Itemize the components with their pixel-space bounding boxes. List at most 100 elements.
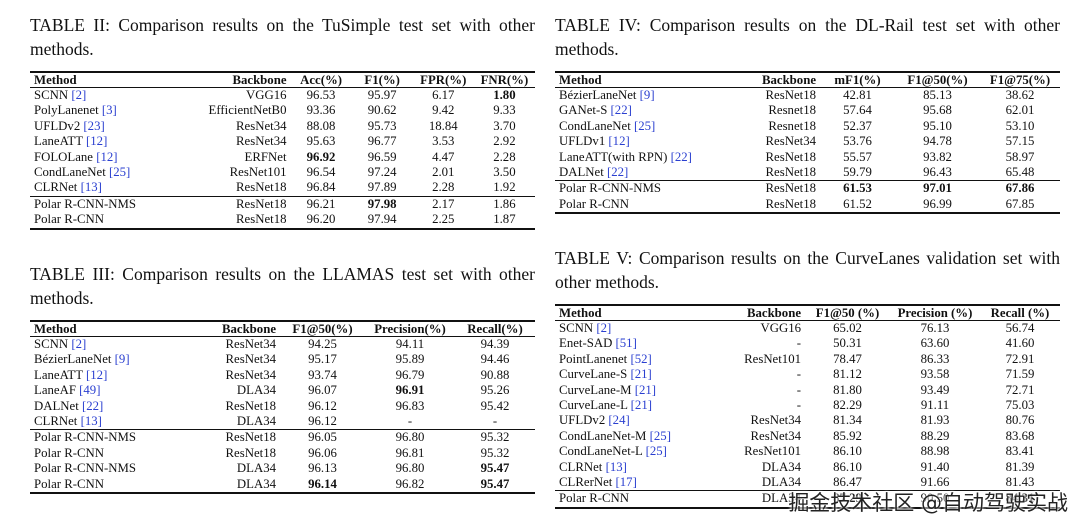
table-cell: 1.87 — [493, 212, 516, 227]
table-cell: 59.79 — [843, 165, 872, 180]
table: Method Backbone Acc(%) F1(%) FPR(%) FNR(%) SCN… — [30, 71, 535, 230]
citation: [13] — [80, 414, 102, 429]
table-cell: ResNet34 — [750, 413, 801, 428]
citation: [25] — [645, 444, 667, 459]
table-cell: 50.31 — [833, 336, 862, 351]
table-row: Polar R-CNN DLA34 87.29 90.50 84.31 — [555, 491, 1060, 508]
table-cell: ResNet18 — [236, 180, 287, 195]
table-cell: Polar R-CNN-NMS — [34, 196, 137, 211]
row-group: SCNN [2] VGG16 65.02 76.13 56.74 Enet-SAD [51… — [555, 321, 1060, 491]
table-cell: Polar R-CNN — [34, 445, 105, 460]
table-row: Polar R-CNN-NMS ResNet18 96.05 96.80 95.32 — [30, 430, 535, 446]
table: Method Backbone F1@50 (%) Precision (%) Reca… — [555, 304, 1060, 509]
table-cell: DLA34 — [761, 475, 801, 490]
header-row: Method Backbone mF1(%) F1@50(%) F1@75(%) — [555, 72, 1060, 88]
table-cell: 1.86 — [493, 196, 516, 211]
header-cell: Backbone — [221, 322, 276, 336]
table-cell: 97.94 — [367, 212, 397, 227]
table-row: LaneAF [49] DLA34 96.07 96.91 95.26 — [30, 383, 535, 398]
table-cell: 86.47 — [833, 475, 862, 490]
citation: [51] — [615, 336, 637, 351]
table-cell: - — [492, 414, 498, 429]
table-cell: 9.33 — [493, 103, 516, 118]
table-row: DALNet [22] ResNet18 96.12 96.83 95.42 — [30, 399, 535, 414]
table-cell: 72.71 — [1005, 382, 1035, 397]
table-cell: 96.99 — [923, 196, 952, 211]
table-cell: 96.81 — [395, 445, 425, 460]
table-caption: TABLE V: Comparison results on the Curve… — [555, 248, 1060, 292]
table-cell: 76.13 — [920, 321, 950, 335]
watermark: 掘金技术社区 @自动驾驶实战 — [788, 491, 1068, 515]
table-row: CondLaneNet [25] ResNet101 96.54 97.24 2.01 3… — [30, 165, 535, 180]
table-cell: 61.52 — [843, 196, 872, 211]
table-cell: 61.53 — [843, 181, 872, 196]
table-cell: PointLanenet [52] — [555, 352, 705, 367]
table-cell: SCNN [2] — [555, 321, 705, 337]
row-group: SCNN [2] VGG16 96.53 95.97 6.17 1.80 PolyLanen… — [30, 88, 535, 197]
table-cell: 63.60 — [920, 336, 950, 351]
table-cell: 96.43 — [923, 165, 952, 180]
table-row: SCNN [2] VGG16 65.02 76.13 56.74 — [555, 321, 1060, 337]
method-name: BézierLaneNet — [34, 352, 112, 367]
table-row: UFLDv2 [23] ResNet34 88.08 95.73 18.84 3.70 — [30, 119, 535, 134]
table-cell: ResNet18 — [225, 430, 276, 445]
table-cell: GANet-S [22] — [555, 103, 725, 118]
table-cell: 72.91 — [1005, 351, 1035, 366]
table-cell: 94.46 — [480, 352, 510, 367]
header-cell: Recall(%) — [467, 322, 523, 336]
method-name: CurveLane-S — [559, 367, 628, 382]
method-name: PointLanenet — [559, 351, 628, 366]
table-cell: 95.68 — [923, 103, 952, 118]
table-cell: 81.39 — [1005, 459, 1035, 474]
table-cell: DALNet [22] — [555, 165, 725, 181]
table-cell: CondLaneNet [25] — [555, 119, 725, 134]
table-cell: CondLaneNet [25] — [30, 165, 180, 180]
citation: [25] — [649, 428, 671, 443]
method-name: DALNet — [34, 398, 79, 413]
table-row: CondLaneNet-L [25] ResNet101 86.10 88.98 83.… — [555, 444, 1060, 459]
table-cell: 41.60 — [1005, 336, 1035, 351]
table-row: SCNN [2] VGG16 96.53 95.97 6.17 1.80 — [30, 88, 535, 104]
table-cell: 96.12 — [308, 398, 337, 413]
table-cell: 97.98 — [367, 196, 397, 211]
table-cell: 90.50 — [920, 491, 950, 506]
citation: [13] — [605, 459, 627, 474]
citation: [21] — [634, 382, 657, 397]
table-row: Polar R-CNN ResNet18 96.20 97.94 2.25 1.87 — [30, 212, 535, 228]
table-cell: 96.79 — [395, 367, 425, 382]
table-cell: 81.43 — [1005, 475, 1035, 490]
table-cell: UFLDv1 [12] — [555, 134, 725, 149]
table-cell: CondLaneNet-M [25] — [555, 429, 705, 444]
table-cell: 96.82 — [395, 476, 425, 491]
citation: [49] — [79, 383, 101, 398]
header-cell: Precision(%) — [374, 322, 446, 336]
table-cell: ResNet101 — [744, 444, 801, 459]
method-name: UFLDv2 — [559, 413, 606, 428]
table-cell: CLRNet [13] — [30, 414, 170, 430]
table-cell: 81.80 — [833, 382, 862, 397]
table-cell: Polar R-CNN-NMS — [34, 430, 137, 445]
table: Method Backbone F1@50(%) Precision(%) Recall… — [30, 320, 535, 494]
table-cell: 96.14 — [308, 476, 337, 491]
table-cell: 96.59 — [367, 149, 397, 164]
table-cell: 96.20 — [306, 212, 336, 227]
method-name: CurveLane-M — [559, 382, 632, 397]
table-cell: 91.66 — [920, 475, 950, 490]
table-cell: 93.82 — [923, 149, 952, 164]
table-cell: ERFNet — [244, 149, 287, 164]
table-cell: ResNet18 — [765, 165, 816, 180]
table-cell: 2.17 — [432, 196, 455, 211]
header-row: Method Backbone F1@50 (%) Precision (%) Reca… — [555, 305, 1060, 321]
table-cell: 18.84 — [428, 118, 458, 133]
table-cell: 1.80 — [493, 88, 516, 102]
table-cell: Polar R-CNN — [34, 476, 105, 491]
table-cell: DLA34 — [236, 476, 276, 491]
header-cell: Method — [34, 73, 77, 87]
table-cell: 93.74 — [308, 367, 337, 382]
table-row: CurveLane-S [21] - 81.12 93.58 71.59 — [555, 367, 1060, 382]
header-cell: F1@50 (%) — [815, 306, 880, 320]
citation: [22] — [606, 165, 629, 180]
citation: [17] — [615, 475, 637, 490]
table-cell: 38.62 — [1005, 88, 1035, 102]
table-cell: ResNet18 — [765, 149, 816, 164]
